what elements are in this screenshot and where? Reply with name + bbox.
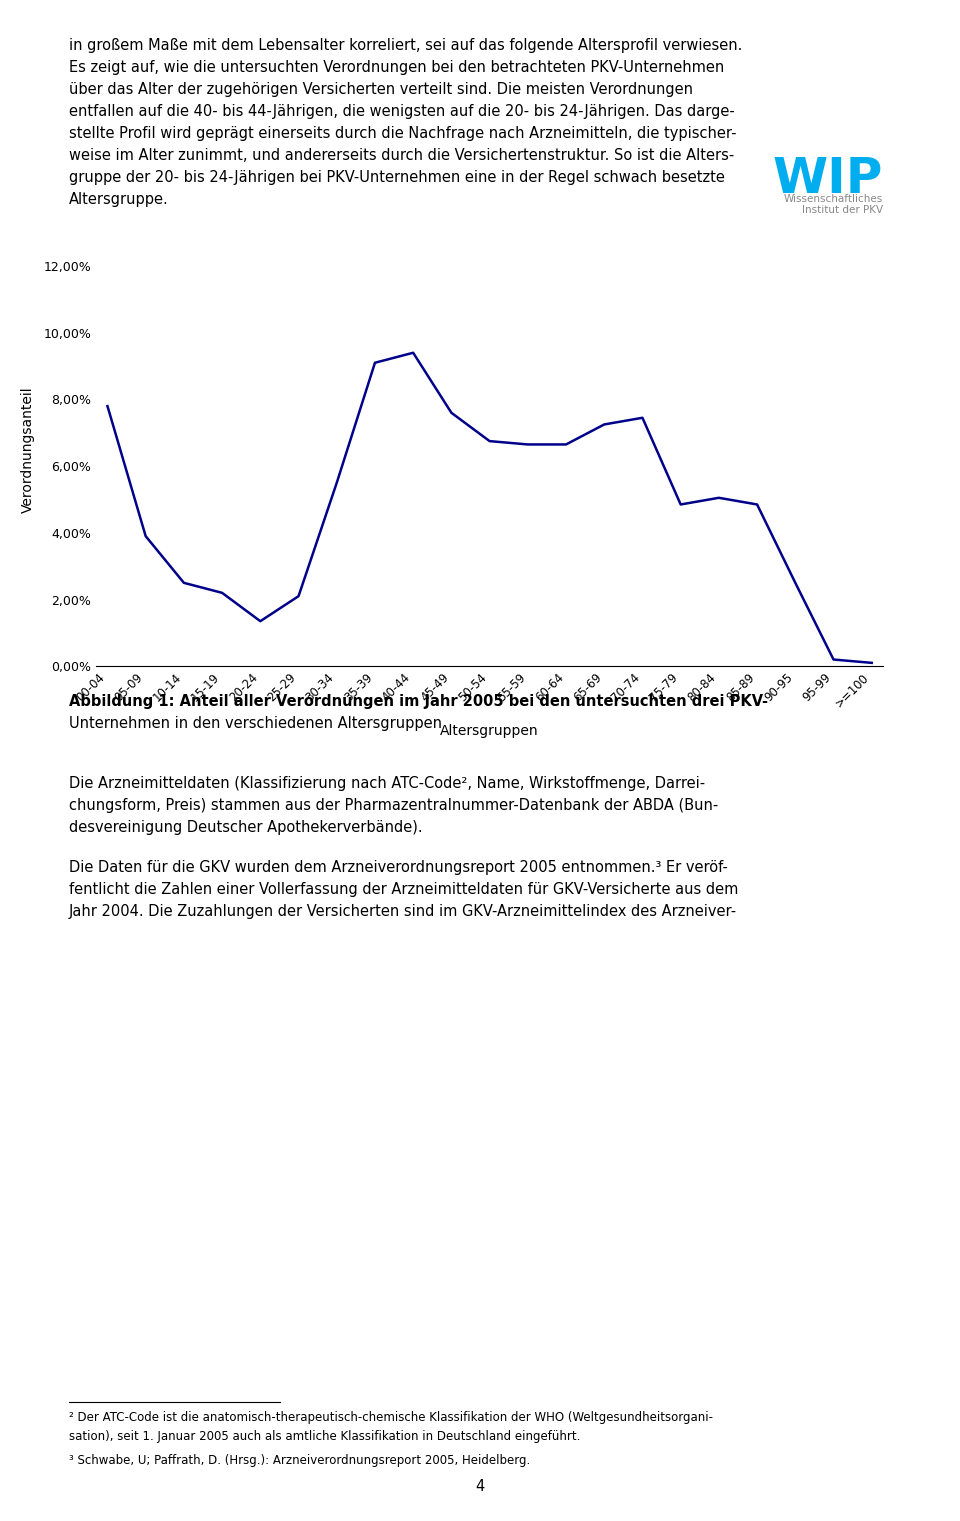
Text: Abbildung 1: Anteil aller Verordnungen im Jahr 2005 bei den untersuchten drei PK: Abbildung 1: Anteil aller Verordnungen i… [69,694,768,709]
Text: desvereinigung Deutscher Apothekerverbände).: desvereinigung Deutscher Apothekerverbän… [69,820,422,835]
Text: WIP: WIP [773,155,883,202]
Text: Es zeigt auf, wie die untersuchten Verordnungen bei den betrachteten PKV-Unterne: Es zeigt auf, wie die untersuchten Veror… [69,59,725,75]
Text: Altersgruppe.: Altersgruppe. [69,192,169,207]
Text: sation), seit 1. Januar 2005 auch als amtliche Klassifikation in Deutschland ein: sation), seit 1. Januar 2005 auch als am… [69,1430,581,1443]
Text: ² Der ATC-Code ist die anatomisch-therapeutisch-chemische Klassifikation der WHO: ² Der ATC-Code ist die anatomisch-therap… [69,1411,713,1425]
Text: Unternehmen in den verschiedenen Altersgruppen: Unternehmen in den verschiedenen Altersg… [69,715,443,730]
Text: entfallen auf die 40- bis 44-Jährigen, die wenigsten auf die 20- bis 24-Jährigen: entfallen auf die 40- bis 44-Jährigen, d… [69,103,734,119]
Text: in großem Maße mit dem Lebensalter korreliert, sei auf das folgende Altersprofil: in großem Maße mit dem Lebensalter korre… [69,38,742,53]
X-axis label: Altersgruppen: Altersgruppen [441,724,539,738]
Text: 4: 4 [475,1478,485,1494]
Text: Jahr 2004. Die Zuzahlungen der Versicherten sind im GKV-Arzneimittelindex des Ar: Jahr 2004. Die Zuzahlungen der Versicher… [69,903,737,919]
Text: ³ Schwabe, U; Paffrath, D. (Hrsg.): Arzneiverordnungsreport 2005, Heidelberg.: ³ Schwabe, U; Paffrath, D. (Hrsg.): Arzn… [69,1454,530,1468]
Y-axis label: Verordnungsanteil: Verordnungsanteil [21,386,35,513]
Text: über das Alter der zugehörigen Versicherten verteilt sind. Die meisten Verordnun: über das Alter der zugehörigen Versicher… [69,82,693,97]
Text: weise im Alter zunimmt, und andererseits durch die Versichertenstruktur. So ist : weise im Alter zunimmt, und andererseits… [69,148,734,163]
Text: chungsform, Preis) stammen aus der Pharmazentralnummer-Datenbank der ABDA (Bun-: chungsform, Preis) stammen aus der Pharm… [69,797,718,812]
Text: Die Arzneimitteldaten (Klassifizierung nach ATC-Code², Name, Wirkstoffmenge, Dar: Die Arzneimitteldaten (Klassifizierung n… [69,776,706,791]
Text: stellte Profil wird geprägt einerseits durch die Nachfrage nach Arzneimitteln, d: stellte Profil wird geprägt einerseits d… [69,126,736,141]
Text: gruppe der 20- bis 24-Jährigen bei PKV-Unternehmen eine in der Regel schwach bes: gruppe der 20- bis 24-Jährigen bei PKV-U… [69,170,725,186]
Text: Die Daten für die GKV wurden dem Arzneiverordnungsreport 2005 entnommen.³ Er ver: Die Daten für die GKV wurden dem Arzneiv… [69,859,728,875]
Text: fentlicht die Zahlen einer Vollerfassung der Arzneimitteldaten für GKV-Versicher: fentlicht die Zahlen einer Vollerfassung… [69,882,738,897]
Text: Wissenschaftliches
Institut der PKV: Wissenschaftliches Institut der PKV [784,193,883,216]
